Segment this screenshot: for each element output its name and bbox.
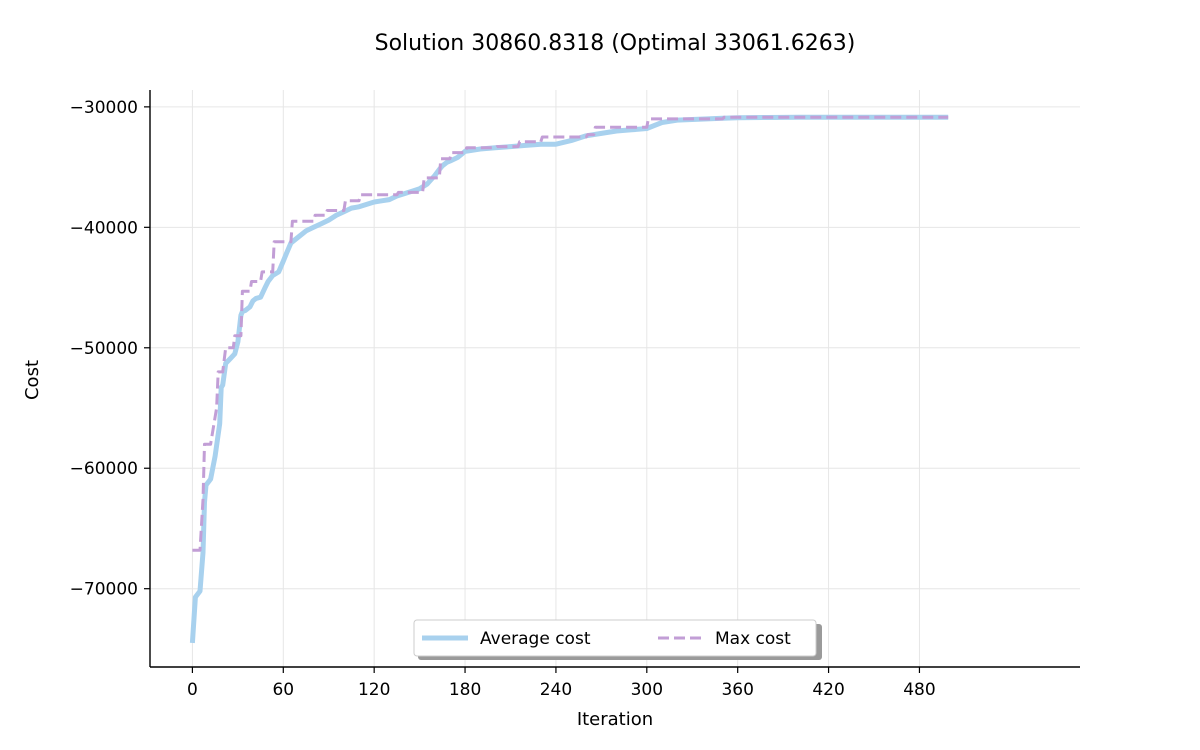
grid [150, 90, 1080, 667]
x-axis-label: Iteration [577, 709, 653, 730]
x-tick-label: 420 [812, 680, 844, 700]
legend: Average cost Max cost [413, 619, 822, 660]
x-tick-label: 300 [631, 680, 663, 700]
x-tick-label: 240 [540, 680, 572, 700]
legend-label-max-cost: Max cost [715, 629, 791, 649]
x-tick-label: 180 [449, 680, 481, 700]
x-tick-label: 360 [721, 680, 753, 700]
x-tick-label: 0 [187, 680, 198, 700]
series-layer [189, 114, 949, 644]
series-line-average-cost [189, 114, 949, 644]
y-axis-label: Cost [22, 360, 43, 400]
legend-box [413, 619, 817, 657]
y-tick-label: −70000 [70, 580, 138, 600]
x-tick-label: 60 [272, 680, 294, 700]
y-tick-label: −40000 [70, 218, 138, 238]
legend-label-average-cost: Average cost [480, 629, 591, 649]
axes [149, 90, 1080, 668]
x-tick-label: 120 [358, 680, 390, 700]
y-tick-label: −60000 [70, 459, 138, 479]
y-tick-label: −50000 [70, 339, 138, 359]
x-tick-label: 480 [903, 680, 935, 700]
series-line-max-cost [192, 115, 949, 552]
ticks: 0 60 120 180 240 300 360 420 480 −70000 −60000 −500… [70, 98, 936, 700]
chart-title: Solution 30860.8318 (Optimal 33061.6263) [375, 31, 856, 56]
y-tick-label: −30000 [70, 98, 138, 118]
